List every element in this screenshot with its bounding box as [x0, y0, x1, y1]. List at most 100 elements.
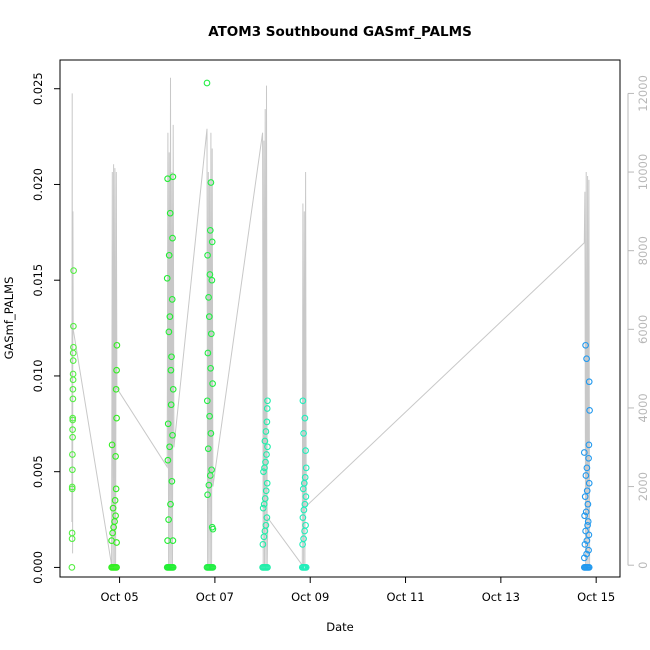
- data-point: [205, 481, 213, 489]
- data-point: [169, 537, 177, 544]
- data-point: [259, 541, 267, 548]
- data-point: [263, 514, 271, 521]
- data-point: [584, 521, 591, 529]
- data-point: [204, 349, 212, 357]
- data-point: [68, 529, 76, 537]
- y-tick-label: 0.025: [31, 72, 45, 105]
- data-point: [302, 521, 309, 529]
- data-point: [112, 512, 119, 520]
- right-tick-label: 8000: [636, 236, 650, 265]
- data-point: [302, 447, 309, 454]
- data-point: [70, 267, 77, 274]
- data-point: [113, 539, 120, 546]
- data-point: [585, 531, 593, 539]
- data-point: [263, 451, 270, 458]
- data-point: [69, 433, 76, 441]
- data-point: [166, 313, 174, 320]
- data-point: [206, 271, 214, 278]
- data-point: [113, 564, 120, 571]
- data-point: [260, 468, 267, 476]
- data-point: [209, 380, 216, 387]
- data-point: [168, 477, 176, 485]
- data-point: [113, 366, 120, 374]
- data-point: [584, 500, 592, 508]
- data-point: [585, 564, 593, 571]
- data-point: [302, 493, 310, 500]
- data-point: [168, 296, 176, 303]
- data-point: [264, 564, 271, 571]
- data-point: [262, 487, 270, 495]
- data-point: [264, 397, 271, 405]
- data-point: [169, 564, 177, 571]
- right-tick-label: 4000: [636, 393, 650, 422]
- data-point: [112, 485, 120, 493]
- data-point: [581, 493, 589, 500]
- data-point: [69, 370, 77, 378]
- data-point: [300, 430, 307, 437]
- data-point: [585, 441, 593, 449]
- data-point: [69, 414, 77, 422]
- data-point: [584, 518, 592, 525]
- data-point: [166, 443, 173, 451]
- data-point: [208, 238, 216, 246]
- x-tick-label: Oct 07: [196, 590, 234, 604]
- data-point: [108, 441, 116, 449]
- data-point: [206, 227, 214, 234]
- data-point: [70, 322, 77, 330]
- x-tick-label: Oct 11: [386, 590, 424, 604]
- y-tick-label: 0.020: [31, 168, 45, 201]
- altitude-line: [71, 77, 591, 567]
- chart-title: ATOM3 Southbound GASmf_PALMS: [208, 24, 472, 40]
- data-point: [203, 79, 211, 87]
- data-point: [301, 414, 309, 422]
- right-tick-label: 0: [636, 562, 650, 569]
- data-point: [70, 343, 77, 351]
- data-point: [168, 353, 175, 361]
- data-point: [113, 414, 120, 422]
- data-point: [209, 564, 217, 571]
- data-point: [583, 550, 590, 558]
- right-tick-label: 6000: [636, 315, 650, 344]
- data-point: [580, 449, 588, 456]
- data-point: [206, 412, 213, 420]
- data-point: [582, 341, 589, 349]
- data-point: [112, 385, 120, 393]
- data-point: [299, 514, 307, 521]
- data-point: [300, 535, 307, 543]
- data-point: [164, 420, 172, 428]
- data-point: [585, 454, 592, 462]
- data-point: [262, 458, 269, 466]
- data-point: [582, 472, 590, 479]
- data-point: [259, 504, 267, 512]
- x-tick-label: Oct 15: [577, 590, 615, 604]
- data-point: [585, 546, 592, 554]
- data-point: [262, 428, 270, 435]
- data-point: [165, 516, 172, 523]
- data-point: [207, 430, 215, 437]
- data-point: [169, 431, 176, 439]
- data-point: [263, 418, 271, 426]
- data-point: [208, 466, 215, 474]
- x-axis-label: Date: [326, 620, 354, 634]
- altitude-traces: [71, 77, 591, 567]
- data-point: [205, 313, 213, 320]
- x-tick-label: Oct 05: [100, 590, 138, 604]
- data-point: [582, 508, 590, 516]
- data-point: [165, 251, 173, 259]
- data-point: [167, 401, 175, 409]
- data-point: [164, 456, 172, 464]
- data-point: [163, 274, 171, 282]
- data-point: [585, 479, 593, 487]
- x-axis: Oct 05 Oct 07 Oct 09 Oct 11 Oct 13 Oct 15: [100, 577, 615, 604]
- data-point: [69, 466, 76, 474]
- data-point: [68, 564, 76, 571]
- data-point: [207, 179, 215, 186]
- data-point: [112, 453, 119, 460]
- data-point: [205, 294, 212, 301]
- data-point: [68, 485, 76, 493]
- data-point: [69, 416, 77, 424]
- data-point: [301, 474, 309, 481]
- data-point: [167, 500, 174, 508]
- data-point: [69, 357, 77, 364]
- data-point: [581, 512, 588, 520]
